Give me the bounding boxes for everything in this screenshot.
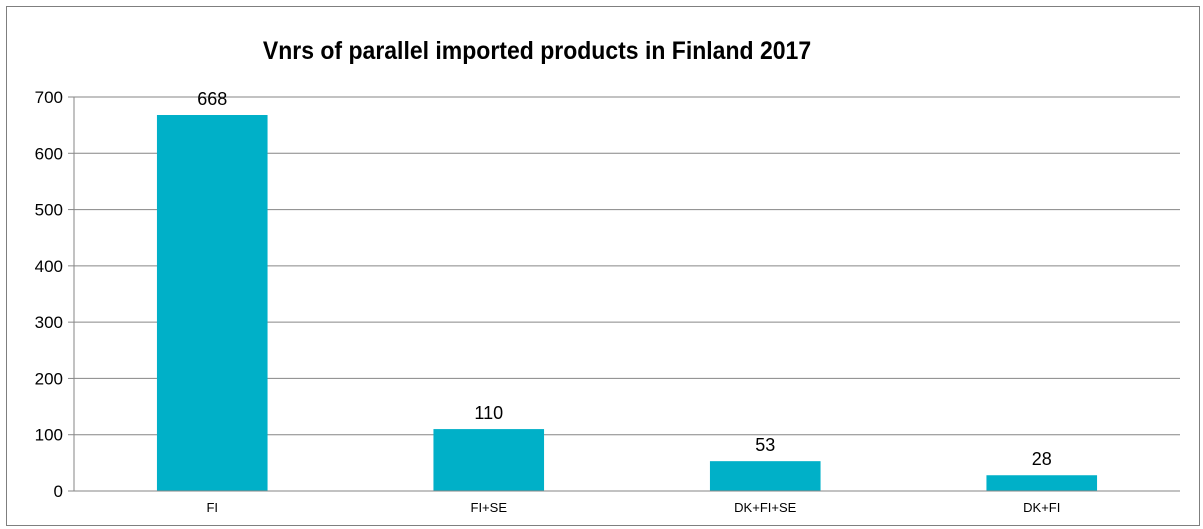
ytick-label-0: 0 <box>54 482 63 501</box>
category-label-fi: FI <box>206 500 218 515</box>
ytick-label-400: 400 <box>35 257 63 276</box>
bars <box>156 115 1098 492</box>
ytick-label-100: 100 <box>35 426 63 445</box>
data-label-dk-fi: 28 <box>1032 449 1052 469</box>
ytick-label-500: 500 <box>35 201 63 220</box>
bar-fi-se <box>433 429 545 491</box>
category-label-dk-fi-se: DK+FI+SE <box>734 500 796 515</box>
ytick-label-200: 200 <box>35 369 63 388</box>
ytick-label-700: 700 <box>35 88 63 107</box>
bar-fi <box>156 115 268 492</box>
category-label-fi-se: FI+SE <box>471 500 508 515</box>
chart-title: Vnrs of parallel imported products in Fi… <box>262 37 812 65</box>
x-axis-categories: FI FI+SE DK+FI+SE DK+FI <box>206 500 1060 515</box>
bar-dk-fi-se <box>709 461 821 491</box>
bar-dk-fi <box>986 475 1098 491</box>
data-labels: 668 110 53 28 <box>197 89 1052 469</box>
data-label-dk-fi-se: 53 <box>755 435 775 455</box>
data-label-fi-se: 110 <box>474 403 503 423</box>
ytick-label-600: 600 <box>35 144 63 163</box>
data-label-fi: 668 <box>197 89 227 109</box>
category-label-dk-fi: DK+FI <box>1023 500 1060 515</box>
y-axis-ticks: 0 100 200 300 400 500 600 700 <box>35 88 75 501</box>
ytick-label-300: 300 <box>35 313 63 332</box>
